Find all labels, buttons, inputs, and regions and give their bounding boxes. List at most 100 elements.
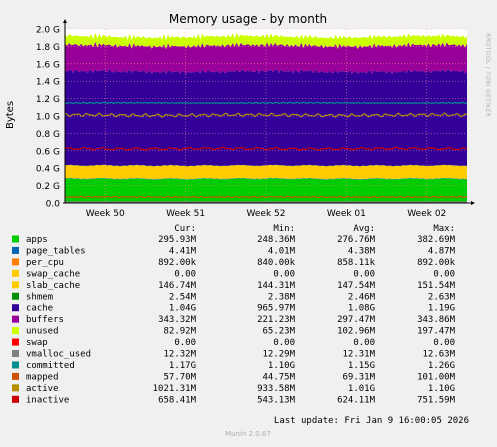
y-tick-label: 2.0 G xyxy=(36,26,60,36)
legend-avg-shmem: 2.46M xyxy=(348,292,376,302)
legend-name-cache: cache xyxy=(26,304,53,314)
chart-title: Memory usage - by month xyxy=(169,12,327,26)
y-tick-label: 1.0 G xyxy=(36,113,60,123)
stacked-areas xyxy=(65,33,467,203)
legend-cur-apps: 295.93M xyxy=(158,235,197,245)
legend-avg-active: 1.01G xyxy=(348,384,375,394)
legend-max-shmem: 2.63M xyxy=(428,292,456,302)
legend-avg-per_cpu: 858.11k xyxy=(337,258,376,268)
x-tick-label: Week 02 xyxy=(407,209,446,219)
y-tick-label: 1.2 G xyxy=(36,95,60,105)
legend-max-vmalloc_used: 12.63M xyxy=(422,350,455,360)
legend-avg-mapped: 69.31M xyxy=(342,372,375,382)
munin-version: Munin 2.0.67 xyxy=(225,430,271,438)
legend-name-apps: apps xyxy=(26,235,48,245)
legend-swatch-apps xyxy=(12,236,19,243)
legend-min-buffers: 221.23M xyxy=(257,315,296,325)
legend-min-committed: 1.10G xyxy=(268,361,295,371)
legend-max-apps: 382.69M xyxy=(417,235,456,245)
legend-max-slab_cache: 151.54M xyxy=(417,281,456,291)
legend-cur-inactive: 658.41M xyxy=(158,395,197,405)
legend-cur-page_tables: 4.41M xyxy=(169,246,197,256)
y-tick-label: 1.6 G xyxy=(36,60,60,70)
legend-column-header: Max: xyxy=(433,224,455,234)
legend-max-active: 1.10G xyxy=(428,384,455,394)
legend-swatch-swap xyxy=(12,339,19,346)
legend-cur-mapped: 57.70M xyxy=(163,372,196,382)
legend-swatch-buffers xyxy=(12,316,19,323)
legend-swatch-committed xyxy=(12,361,19,368)
legend-avg-apps: 276.76M xyxy=(337,235,376,245)
x-tick-label: Week 50 xyxy=(86,209,125,219)
legend-avg-slab_cache: 147.54M xyxy=(337,281,376,291)
y-tick-label: 0.4 G xyxy=(36,165,60,175)
legend-cur-vmalloc_used: 12.32M xyxy=(163,350,196,360)
legend-cur-slab_cache: 146.74M xyxy=(158,281,197,291)
legend-swatch-per_cpu xyxy=(12,258,19,265)
rrdtool-watermark: RRDTOOL / TOBI OETIKER xyxy=(484,33,491,117)
legend-name-mapped: mapped xyxy=(26,372,59,382)
legend-max-inactive: 751.59M xyxy=(417,395,456,405)
legend-swatch-vmalloc_used xyxy=(12,350,19,357)
legend-name-per_cpu: per_cpu xyxy=(26,258,64,268)
legend-max-unused: 197.47M xyxy=(417,327,456,337)
legend-column-header: Avg: xyxy=(353,224,375,234)
legend-min-inactive: 543.13M xyxy=(257,395,296,405)
legend-avg-vmalloc_used: 12.31M xyxy=(342,350,375,360)
legend-swatch-inactive xyxy=(12,396,19,403)
legend-avg-buffers: 297.47M xyxy=(337,315,376,325)
legend-swatch-active xyxy=(12,384,19,391)
legend-name-inactive: inactive xyxy=(26,395,69,405)
legend-min-shmem: 2.38M xyxy=(268,292,296,302)
legend-avg-inactive: 624.11M xyxy=(337,395,376,405)
legend-max-committed: 1.26G xyxy=(428,361,455,371)
y-tick-label: 1.8 G xyxy=(36,43,60,53)
legend-swatch-mapped xyxy=(12,373,19,380)
legend-cur-swap_cache: 0.00 xyxy=(174,269,196,279)
legend-min-vmalloc_used: 12.29M xyxy=(262,350,295,360)
legend-max-cache: 1.19G xyxy=(428,304,455,314)
legend-min-slab_cache: 144.31M xyxy=(257,281,296,291)
x-tick-label: Week 51 xyxy=(166,209,205,219)
legend-cur-active: 1021.31M xyxy=(153,384,197,394)
legend-max-swap_cache: 0.00 xyxy=(433,269,455,279)
y-tick-label: 0.8 G xyxy=(36,130,60,140)
legend-swatch-cache xyxy=(12,304,19,311)
legend-min-per_cpu: 840.00k xyxy=(257,258,296,268)
legend-max-per_cpu: 892.00k xyxy=(417,258,456,268)
legend-cur-swap: 0.00 xyxy=(174,338,196,348)
legend-swatch-unused xyxy=(12,327,19,334)
legend-name-unused: unused xyxy=(26,327,59,337)
legend-swatch-shmem xyxy=(12,293,19,300)
y-tick-label: 0.6 G xyxy=(36,147,60,157)
legend-name-committed: committed xyxy=(26,361,75,371)
y-tick-label: 0.0 xyxy=(46,200,61,210)
legend-name-swap: swap xyxy=(26,338,48,348)
legend-cur-unused: 82.92M xyxy=(163,327,196,337)
legend-name-shmem: shmem xyxy=(26,292,53,302)
legend-name-page_tables: page_tables xyxy=(26,246,86,256)
legend-max-swap: 0.00 xyxy=(433,338,455,348)
area-buffers xyxy=(65,42,467,75)
legend-avg-page_tables: 4.38M xyxy=(348,246,376,256)
legend-max-mapped: 101.00M xyxy=(417,372,456,382)
x-tick-label: Week 01 xyxy=(327,209,366,219)
y-tick-label: 1.4 G xyxy=(36,78,60,88)
x-tick-label: Week 52 xyxy=(247,209,286,219)
legend-swatch-swap_cache xyxy=(12,270,19,277)
legend-cur-buffers: 343.32M xyxy=(158,315,197,325)
y-axis-label: Bytes xyxy=(5,101,16,129)
y-tick-label: 0.2 G xyxy=(36,182,60,192)
legend-min-mapped: 44.75M xyxy=(262,372,295,382)
legend-avg-cache: 1.08G xyxy=(348,304,375,314)
legend-min-cache: 965.97M xyxy=(257,304,296,314)
legend-min-unused: 65.23M xyxy=(262,327,295,337)
legend-min-active: 933.58M xyxy=(257,384,296,394)
legend-name-slab_cache: slab_cache xyxy=(26,281,80,291)
legend-max-buffers: 343.86M xyxy=(417,315,456,325)
legend-cur-committed: 1.17G xyxy=(169,361,196,371)
legend-name-active: active xyxy=(26,384,59,394)
legend-column-header: Cur: xyxy=(174,224,196,234)
